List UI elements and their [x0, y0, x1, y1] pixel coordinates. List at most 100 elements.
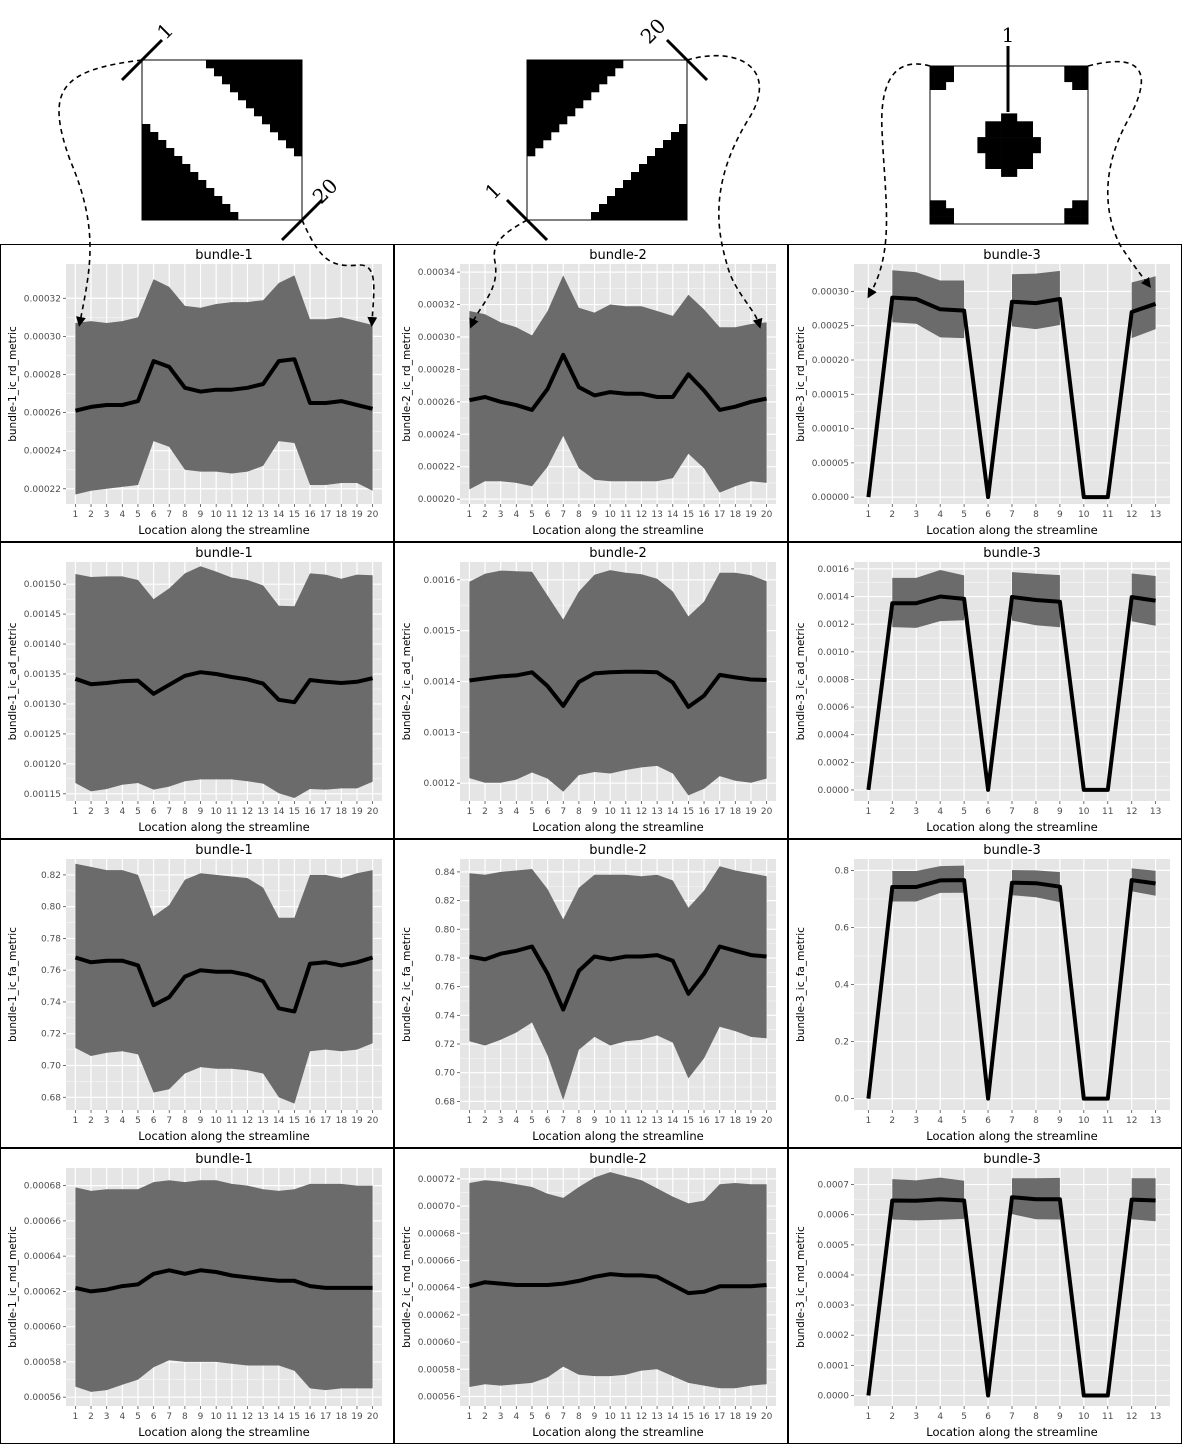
- diagram-cell: [190, 172, 199, 181]
- chart-title: bundle-1: [195, 843, 253, 858]
- diagram-cell: [993, 160, 1002, 169]
- diagram-cell: [222, 60, 231, 69]
- diagram-cell: [1009, 168, 1018, 177]
- diagram-cell: [663, 140, 672, 149]
- diagram-cell: [567, 100, 576, 109]
- confidence-band: [1012, 270, 1060, 330]
- confidence-band: [75, 566, 373, 798]
- mean-line: [866, 878, 1156, 1101]
- diagram-cell: [1009, 160, 1018, 169]
- y-tick-label: 0.00022: [418, 463, 455, 473]
- diagram-cell: [1064, 216, 1073, 225]
- diagram-cell: [270, 60, 279, 69]
- diagram-cell: [190, 212, 199, 221]
- x-tick-label: 3: [913, 1116, 919, 1126]
- y-tick-label: 0.0014: [818, 593, 850, 603]
- x-tick-label: 10: [210, 1116, 222, 1126]
- x-tick-label: 7: [1009, 510, 1015, 520]
- diagram-cell: [166, 212, 175, 221]
- x-tick-label: 3: [104, 510, 110, 520]
- x-tick-label: 4: [119, 1412, 125, 1422]
- diagram-cell: [294, 148, 303, 157]
- y-tick-label: 0.00022: [24, 485, 61, 495]
- diagram-cell: [230, 76, 239, 85]
- x-tick-label: 4: [937, 1116, 943, 1126]
- x-tick-label: 13: [1150, 1412, 1161, 1422]
- diagram-cell: [937, 73, 947, 83]
- x-tick-label: 6: [985, 807, 991, 817]
- y-tick-label: 0.00066: [24, 1217, 61, 1227]
- diagram-cell: [591, 212, 600, 221]
- y-tick-label: 0.0014: [424, 678, 456, 688]
- x-tick-label: 15: [289, 1116, 300, 1126]
- x-tick-label: 5: [135, 807, 141, 817]
- diagram-cell: [222, 204, 231, 213]
- y-tick-label: 0.0005: [818, 1241, 850, 1251]
- diagram-cell: [150, 180, 159, 189]
- diagram-cell: [222, 212, 231, 221]
- diagram-cell: [647, 164, 656, 173]
- diagram-cell: [985, 145, 994, 154]
- diagram-cell: [543, 100, 552, 109]
- y-tick-label: 0.00058: [24, 1358, 61, 1368]
- diagram-cell: [278, 124, 287, 133]
- diagram-cell: [671, 180, 680, 189]
- x-tick-label: 3: [913, 510, 919, 520]
- x-axis-label: Location along the streamline: [138, 1129, 309, 1143]
- diagram-cell: [142, 140, 151, 149]
- diagram-cell: [278, 68, 287, 77]
- diagram-cell: [1001, 152, 1010, 162]
- diagram-cell: [1080, 216, 1089, 225]
- diagram-cell: [214, 212, 223, 221]
- confidence-band: [469, 570, 767, 796]
- chart-title: bundle-1: [195, 248, 253, 263]
- diagram-3: [929, 65, 1089, 225]
- y-axis-label: bundle-1_ic_md_metric: [7, 1226, 19, 1348]
- x-tick-label: 10: [210, 1412, 222, 1422]
- y-tick-label: 0.00145: [24, 610, 61, 620]
- confidence-band: [75, 275, 373, 495]
- diagram-cell: [937, 81, 947, 90]
- x-tick-label: 13: [651, 1412, 662, 1422]
- y-axis-label: bundle-2_ic_md_metric: [401, 1226, 413, 1348]
- x-tick-label: 5: [135, 1116, 141, 1126]
- diagram-cell: [1009, 129, 1018, 138]
- diagram-cell: [246, 100, 255, 109]
- x-axis-label: Location along the streamline: [926, 1425, 1097, 1439]
- y-tick-label: 0.68: [41, 1093, 61, 1103]
- x-tick-label: 4: [937, 510, 943, 520]
- x-tick-label: 2: [482, 1116, 488, 1126]
- x-tick-label: 13: [1150, 807, 1161, 817]
- diagram-cell: [150, 164, 159, 173]
- diagram-3-label: 1: [1002, 23, 1015, 47]
- chart-title: bundle-2: [589, 248, 647, 263]
- x-tick-label: 18: [730, 510, 742, 520]
- x-tick-label: 11: [620, 807, 631, 817]
- x-tick-label: 4: [937, 1412, 943, 1422]
- x-tick-label: 18: [730, 1412, 742, 1422]
- diagram-cell: [679, 132, 688, 141]
- y-tick-label: 0.78: [41, 934, 61, 944]
- diagram-cell: [551, 68, 560, 77]
- diagram-cell: [142, 180, 151, 189]
- x-tick-label: 15: [289, 807, 300, 817]
- x-tick-label: 15: [683, 1412, 694, 1422]
- y-tick-label: 0.70: [41, 1062, 61, 1072]
- diagram-cell: [1016, 121, 1026, 130]
- y-tick-label: 0.00068: [418, 1229, 455, 1239]
- y-tick-label: 0.84: [435, 868, 455, 878]
- x-tick-label: 8: [576, 510, 582, 520]
- diagram-cell: [270, 100, 279, 109]
- diagram-cell: [1024, 160, 1033, 169]
- y-tick-label: 0.00056: [418, 1392, 455, 1402]
- diagram-cell: [567, 60, 576, 69]
- diagram-cell: [527, 132, 536, 141]
- y-tick-label: 0.00125: [24, 730, 61, 740]
- y-tick-label: 0.0016: [424, 576, 456, 586]
- diagram-cell: [559, 76, 568, 85]
- diagram-cell: [527, 108, 536, 117]
- y-tick-label: 0.72: [41, 1030, 61, 1040]
- x-tick-label: 6: [151, 1116, 157, 1126]
- x-tick-label: 16: [304, 510, 316, 520]
